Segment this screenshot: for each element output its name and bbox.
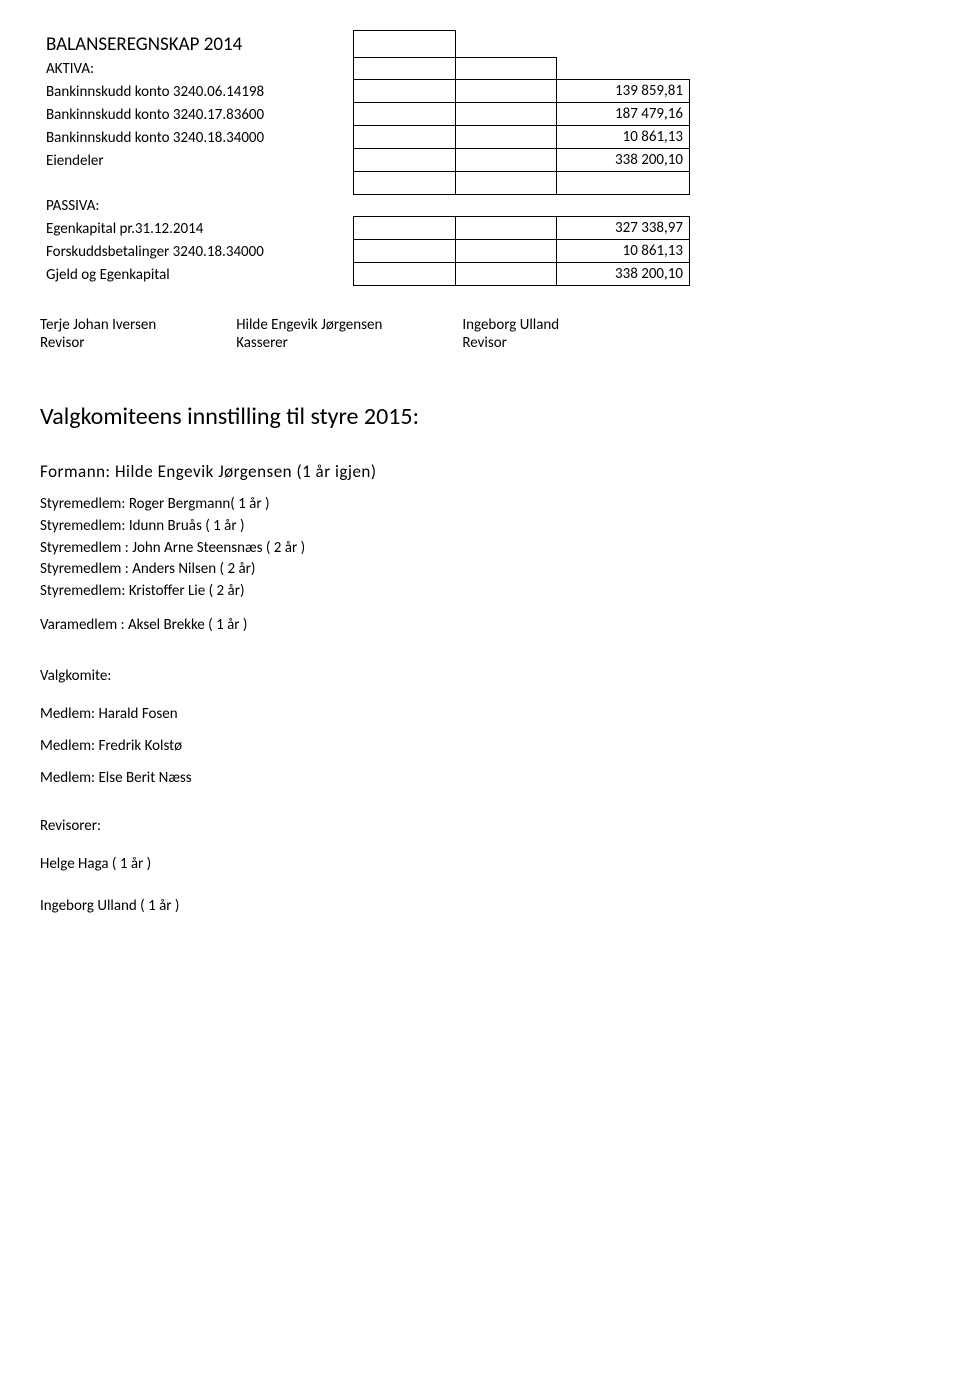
aktiva-row-label: Bankinnskudd konto 3240.06.14198: [40, 80, 353, 103]
valgkomite-label: Valgkomite:: [40, 667, 920, 685]
valg-heading: Valgkomiteens innstilling til styre 2015…: [40, 402, 920, 431]
signature-role: Revisor: [40, 334, 156, 352]
list-item: Helge Haga ( 1 år ): [40, 855, 920, 873]
list-item: Medlem: Fredrik Kolstø: [40, 737, 920, 755]
passiva-row-label: Gjeld og Egenkapital: [40, 263, 353, 286]
list-item: Styremedlem: Roger Bergmann( 1 år ): [40, 494, 920, 516]
styremedlem-list: Styremedlem: Roger Bergmann( 1 år ) Styr…: [40, 494, 920, 603]
signature-name: Ingeborg Ulland: [462, 316, 559, 334]
aktiva-row-label: Eiendeler: [40, 149, 353, 172]
list-item: Styremedlem : John Arne Steensnæs ( 2 år…: [40, 538, 920, 560]
list-item: Styremedlem: Kristoffer Lie ( 2 år): [40, 581, 920, 603]
signature-block: Terje Johan Iversen Revisor: [40, 316, 156, 352]
signature-role: Kasserer: [236, 334, 382, 352]
revisorer-label: Revisorer:: [40, 817, 920, 835]
list-item: Styremedlem : Anders Nilsen ( 2 år): [40, 559, 920, 581]
passiva-row-value: 338 200,10: [557, 263, 690, 286]
revisorer-block: Revisorer: Helge Haga ( 1 år ) Ingeborg …: [40, 817, 920, 915]
list-item: Varamedlem : Aksel Brekke ( 1 år ): [40, 615, 920, 637]
aktiva-row-label: Bankinnskudd konto 3240.17.83600: [40, 103, 353, 126]
balance-title: BALANSEREGNSKAP 2014: [40, 31, 353, 58]
balance-table: BALANSEREGNSKAP 2014 AKTIVA: Bankinnskud…: [40, 30, 690, 286]
passiva-row-label: Forskuddsbetalinger 3240.18.34000: [40, 240, 353, 263]
signature-block: Hilde Engevik Jørgensen Kasserer: [236, 316, 382, 352]
valgkomite-block: Valgkomite: Medlem: Harald Fosen Medlem:…: [40, 667, 920, 787]
passiva-row-label: Egenkapital pr.31.12.2014: [40, 217, 353, 240]
passiva-row-value: 327 338,97: [557, 217, 690, 240]
passiva-row-value: 10 861,13: [557, 240, 690, 263]
aktiva-row-label: Bankinnskudd konto 3240.18.34000: [40, 126, 353, 149]
aktiva-row-value: 139 859,81: [557, 80, 690, 103]
varamedlem-line: Varamedlem : Aksel Brekke ( 1 år ): [40, 615, 920, 637]
signatures-row: Terje Johan Iversen Revisor Hilde Engevi…: [40, 316, 920, 352]
list-item: Ingeborg Ulland ( 1 år ): [40, 897, 920, 915]
signature-name: Hilde Engevik Jørgensen: [236, 316, 382, 334]
aktiva-row-value: 338 200,10: [557, 149, 690, 172]
passiva-label: PASSIVA:: [40, 195, 353, 217]
list-item: Medlem: Harald Fosen: [40, 705, 920, 723]
list-item: Medlem: Else Berit Næss: [40, 769, 920, 787]
aktiva-row-value: 10 861,13: [557, 126, 690, 149]
aktiva-label: AKTIVA:: [40, 58, 353, 80]
signature-role: Revisor: [462, 334, 559, 352]
signature-block: Ingeborg Ulland Revisor: [462, 316, 559, 352]
signature-name: Terje Johan Iversen: [40, 316, 156, 334]
aktiva-row-value: 187 479,16: [557, 103, 690, 126]
formann-line: Formann: Hilde Engevik Jørgensen (1 år i…: [40, 461, 920, 482]
list-item: Styremedlem: Idunn Bruås ( 1 år ): [40, 516, 920, 538]
